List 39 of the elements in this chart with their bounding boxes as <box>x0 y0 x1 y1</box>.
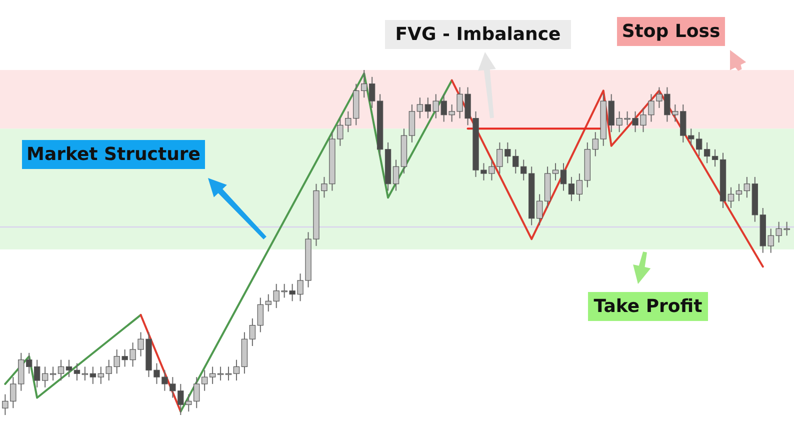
candlestick <box>536 194 543 226</box>
candlestick <box>728 186 734 208</box>
candlestick <box>217 366 224 381</box>
annotation: Market Structure <box>26 144 200 165</box>
candlestick <box>744 176 750 198</box>
candlestick <box>209 366 216 384</box>
candlestick <box>194 376 200 409</box>
candlestick <box>361 70 368 98</box>
candlestick <box>225 366 232 381</box>
candlestick <box>560 162 567 192</box>
candlestick <box>592 132 598 157</box>
candlestick <box>42 366 48 388</box>
text: FVG - Imbalance <box>395 24 561 45</box>
candlestick <box>98 366 104 384</box>
candlestick <box>568 176 575 202</box>
candlestick <box>58 359 64 381</box>
candlestick <box>368 76 376 108</box>
candlestick <box>704 142 710 164</box>
candlestick <box>50 366 56 381</box>
candlestick <box>34 359 40 388</box>
candlestick <box>416 97 424 119</box>
candlestick <box>696 132 702 157</box>
band-label: Take Profit <box>594 296 703 317</box>
candlestick <box>82 366 88 381</box>
candlestick <box>688 128 694 146</box>
candlestick <box>249 318 256 346</box>
candlestick <box>66 359 72 378</box>
candlestick <box>576 173 583 202</box>
candlestick <box>257 297 264 333</box>
candlestick <box>736 183 742 202</box>
candlestick <box>552 162 559 181</box>
candlestick <box>201 370 208 392</box>
candlestick <box>90 366 96 384</box>
candlestick <box>74 362 80 381</box>
candlestick <box>424 97 431 119</box>
candlestick <box>392 159 400 192</box>
candlestick <box>233 359 240 381</box>
band-label: Stop Loss <box>622 21 720 42</box>
candlestick <box>712 148 718 168</box>
